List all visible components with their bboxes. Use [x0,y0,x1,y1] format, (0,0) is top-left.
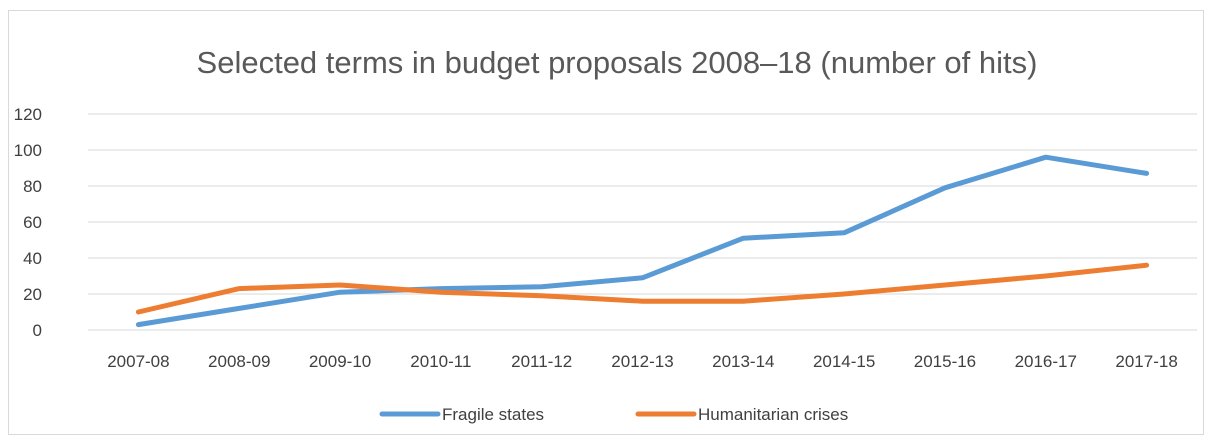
x-tick-label: 2013-14 [712,352,774,371]
x-tick-label: 2016-17 [1015,352,1077,371]
x-tick-label: 2017-18 [1115,352,1177,371]
x-axis-ticks: 2007-08 2008-09 2009-10 2010-11 2011-12 2012-… [107,352,1178,371]
x-tick-label: 2010-11 [410,352,471,371]
x-tick-label: 2009-10 [309,352,371,371]
series-line-humanitarian-crises [135,262,1150,315]
x-tick-label: 2012-13 [611,352,673,371]
x-tick-label: 2015-16 [914,352,976,371]
x-tick-label: 2007-08 [107,352,169,371]
y-tick-label: 120 [14,105,42,124]
y-tick-label: 40 [23,249,42,268]
series-lines [135,154,1150,328]
y-tick-label: 100 [14,141,42,160]
chart-title: Selected terms in budget proposals 2008–… [197,45,1038,80]
y-tick-label: 60 [23,213,42,232]
y-axis-ticks: 0 20 40 60 80 100 120 [14,105,42,340]
legend-label: Humanitarian crises [698,405,848,424]
y-tick-label: 0 [33,321,42,340]
y-tick-label: 80 [23,177,42,196]
x-tick-label: 2008-09 [208,352,270,371]
legend: Fragile states Humanitarian crises [379,405,848,424]
gridlines [88,113,1197,331]
x-tick-label: 2014-15 [813,352,875,371]
legend-label: Fragile states [442,405,544,424]
y-tick-label: 20 [23,285,42,304]
x-tick-label: 2011-12 [511,352,572,371]
